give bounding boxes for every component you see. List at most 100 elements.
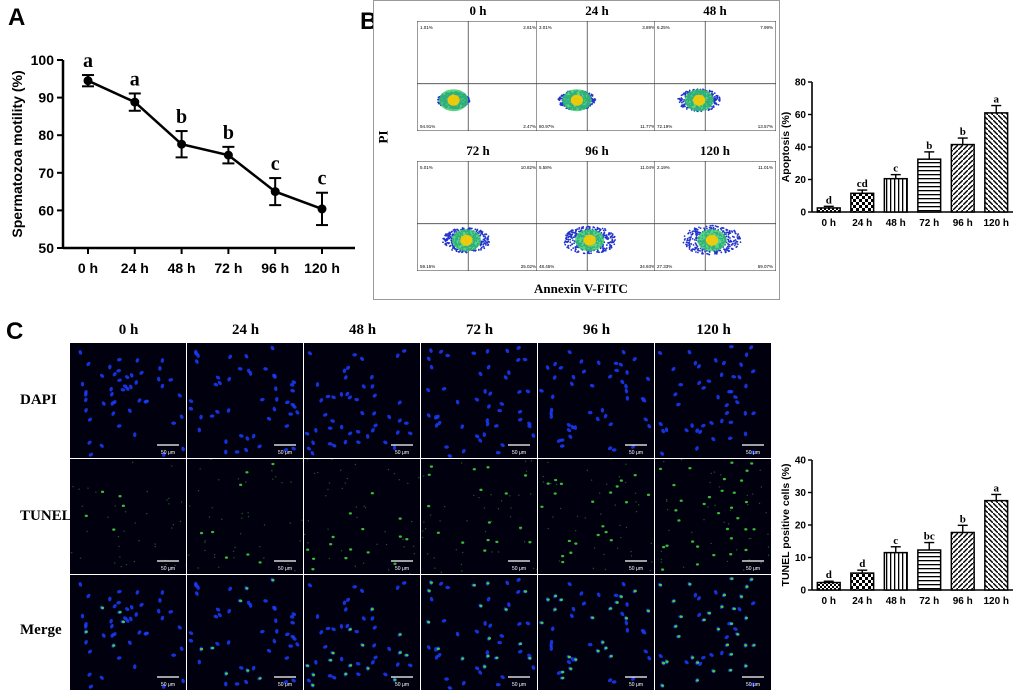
tunel-positive-cell <box>730 461 734 464</box>
tunel-positive-cell <box>750 578 754 581</box>
tunel-positive-cell <box>672 599 676 603</box>
dapi-nucleus <box>395 430 400 435</box>
dapi-nucleus <box>370 616 375 621</box>
dapi-nucleus <box>525 621 531 626</box>
cell-dot <box>738 235 741 238</box>
dapi-nucleus <box>581 601 587 606</box>
tunel-positive-cell <box>696 545 700 548</box>
data-point <box>130 97 140 107</box>
tunel-background-speck <box>723 521 725 523</box>
tunel-background-speck <box>344 482 346 484</box>
tunel-background-speck <box>426 553 429 555</box>
cell-dot <box>693 248 696 251</box>
x-tick-label: 0 h <box>78 260 98 276</box>
dapi-nucleus <box>373 423 378 428</box>
dapi-nucleus <box>158 598 162 603</box>
cell-dot <box>613 236 616 239</box>
cell-dot <box>581 226 584 229</box>
cell-dot <box>721 227 724 229</box>
tunel-background-speck <box>210 459 212 461</box>
dapi-nucleus <box>750 601 756 606</box>
tunel-background-speck <box>117 535 120 538</box>
dapi-nucleus <box>274 618 278 624</box>
cell-dot <box>688 229 691 232</box>
tunel-positive-cell <box>604 646 608 650</box>
dapi-nucleus <box>517 409 523 414</box>
cell-dot <box>569 241 572 244</box>
scale-bar-label: 50 μm <box>512 566 526 572</box>
dapi-nucleus <box>284 656 290 660</box>
dapi-nucleus <box>226 408 231 413</box>
dapi-nucleus <box>209 414 215 418</box>
dapi-nucleus <box>690 423 694 428</box>
flow-plot-title: 96 h <box>585 143 609 158</box>
dapi-nucleus <box>257 444 262 449</box>
bar <box>816 207 841 213</box>
dapi-nucleus <box>156 376 161 382</box>
cell-dot <box>459 250 462 252</box>
dapi-nucleus <box>434 655 439 660</box>
cell-dot <box>602 229 605 232</box>
tunel-background-speck <box>746 494 748 497</box>
dapi-nucleus <box>693 360 698 366</box>
dapi-nucleus <box>461 680 466 686</box>
y-axis-label: Apoptosis (%) <box>780 112 792 183</box>
tunel-positive-cell <box>679 499 683 502</box>
dapi-nucleus <box>407 431 413 436</box>
cell-dot <box>571 233 574 236</box>
y-tick-label: 0 <box>800 586 806 597</box>
cell-dot <box>445 244 448 247</box>
cell-dot <box>575 246 578 249</box>
dapi-nucleus <box>713 589 718 595</box>
dapi-nucleus <box>306 446 312 451</box>
dapi-nucleus <box>359 588 365 593</box>
tunel-background-speck <box>635 510 638 513</box>
dapi-nucleus <box>87 440 92 445</box>
cell-dot <box>725 235 728 238</box>
tunel-positive-cell <box>702 502 706 506</box>
dapi-nucleus <box>78 350 83 355</box>
cell-dot <box>692 244 695 246</box>
cell-dot <box>681 105 684 108</box>
flow-cytometry-box: PI Annexin V-FITC 0 h 1.01% 2.81% 94.91% 2.4… <box>373 0 780 300</box>
tunel-background-speck <box>478 496 480 499</box>
cell-dot <box>686 237 689 240</box>
data-point <box>83 76 93 86</box>
cell-dot <box>689 231 692 234</box>
dapi-nucleus <box>495 450 501 455</box>
significance-letter: c <box>893 535 898 547</box>
cell-dot <box>608 232 611 235</box>
dapi-nucleus <box>343 439 348 445</box>
tunel-background-speck <box>490 494 492 496</box>
tunel-positive-cell <box>569 667 573 670</box>
tunel-positive-cell <box>306 664 310 667</box>
cell-dot <box>574 250 577 253</box>
tunel-positive-cell <box>472 468 476 471</box>
tunel-background-speck <box>747 504 749 506</box>
tunel-background-speck <box>555 483 558 486</box>
micro-background <box>421 459 537 574</box>
cell-dot <box>727 231 730 234</box>
tunel-positive-cell <box>246 669 250 672</box>
tunel-positive-cell <box>729 622 734 625</box>
cell-dot <box>602 249 605 252</box>
dapi-nucleus <box>525 389 531 394</box>
tunel-background-speck <box>500 500 503 502</box>
dapi-nucleus <box>373 655 378 660</box>
cell-dot <box>607 242 610 244</box>
cell-dot <box>467 98 470 100</box>
cell-dot <box>690 233 693 236</box>
dapi-nucleus <box>749 345 754 350</box>
tunel-positive-cell <box>429 465 434 468</box>
tunel-background-speck <box>410 520 413 523</box>
cell-dot <box>717 103 720 106</box>
scale-bar-label: 50 μm <box>395 450 409 456</box>
cell-dot <box>594 228 597 231</box>
tunel-background-speck <box>518 494 520 496</box>
tunel-background-speck <box>519 528 522 530</box>
dapi-nucleus <box>158 366 162 371</box>
significance-letter: b <box>960 126 966 138</box>
cell-dot <box>447 242 450 245</box>
cell-dot <box>568 232 571 235</box>
cell-dot <box>714 102 717 104</box>
